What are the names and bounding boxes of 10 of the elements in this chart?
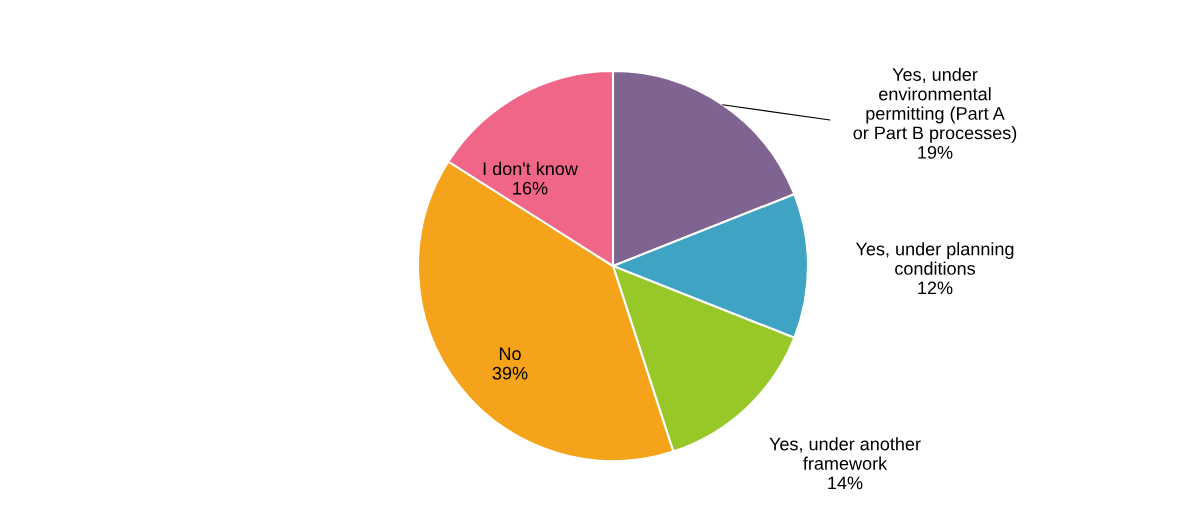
data-label: 19% (918, 145, 953, 159)
slice-label: Yes, under another framework (769, 437, 921, 470)
data-label: 12% (918, 281, 953, 295)
slice-label: I don't know (483, 161, 578, 176)
data-label: 16% (513, 181, 548, 195)
data-label: 39% (492, 366, 528, 380)
slice-label: Yes, under planning conditions (855, 242, 1014, 275)
data-label: 14% (828, 476, 863, 490)
slice-label: Yes, under environmental permitting (Part A or Part B processes) (853, 67, 1017, 143)
slice-label: No (499, 347, 521, 361)
